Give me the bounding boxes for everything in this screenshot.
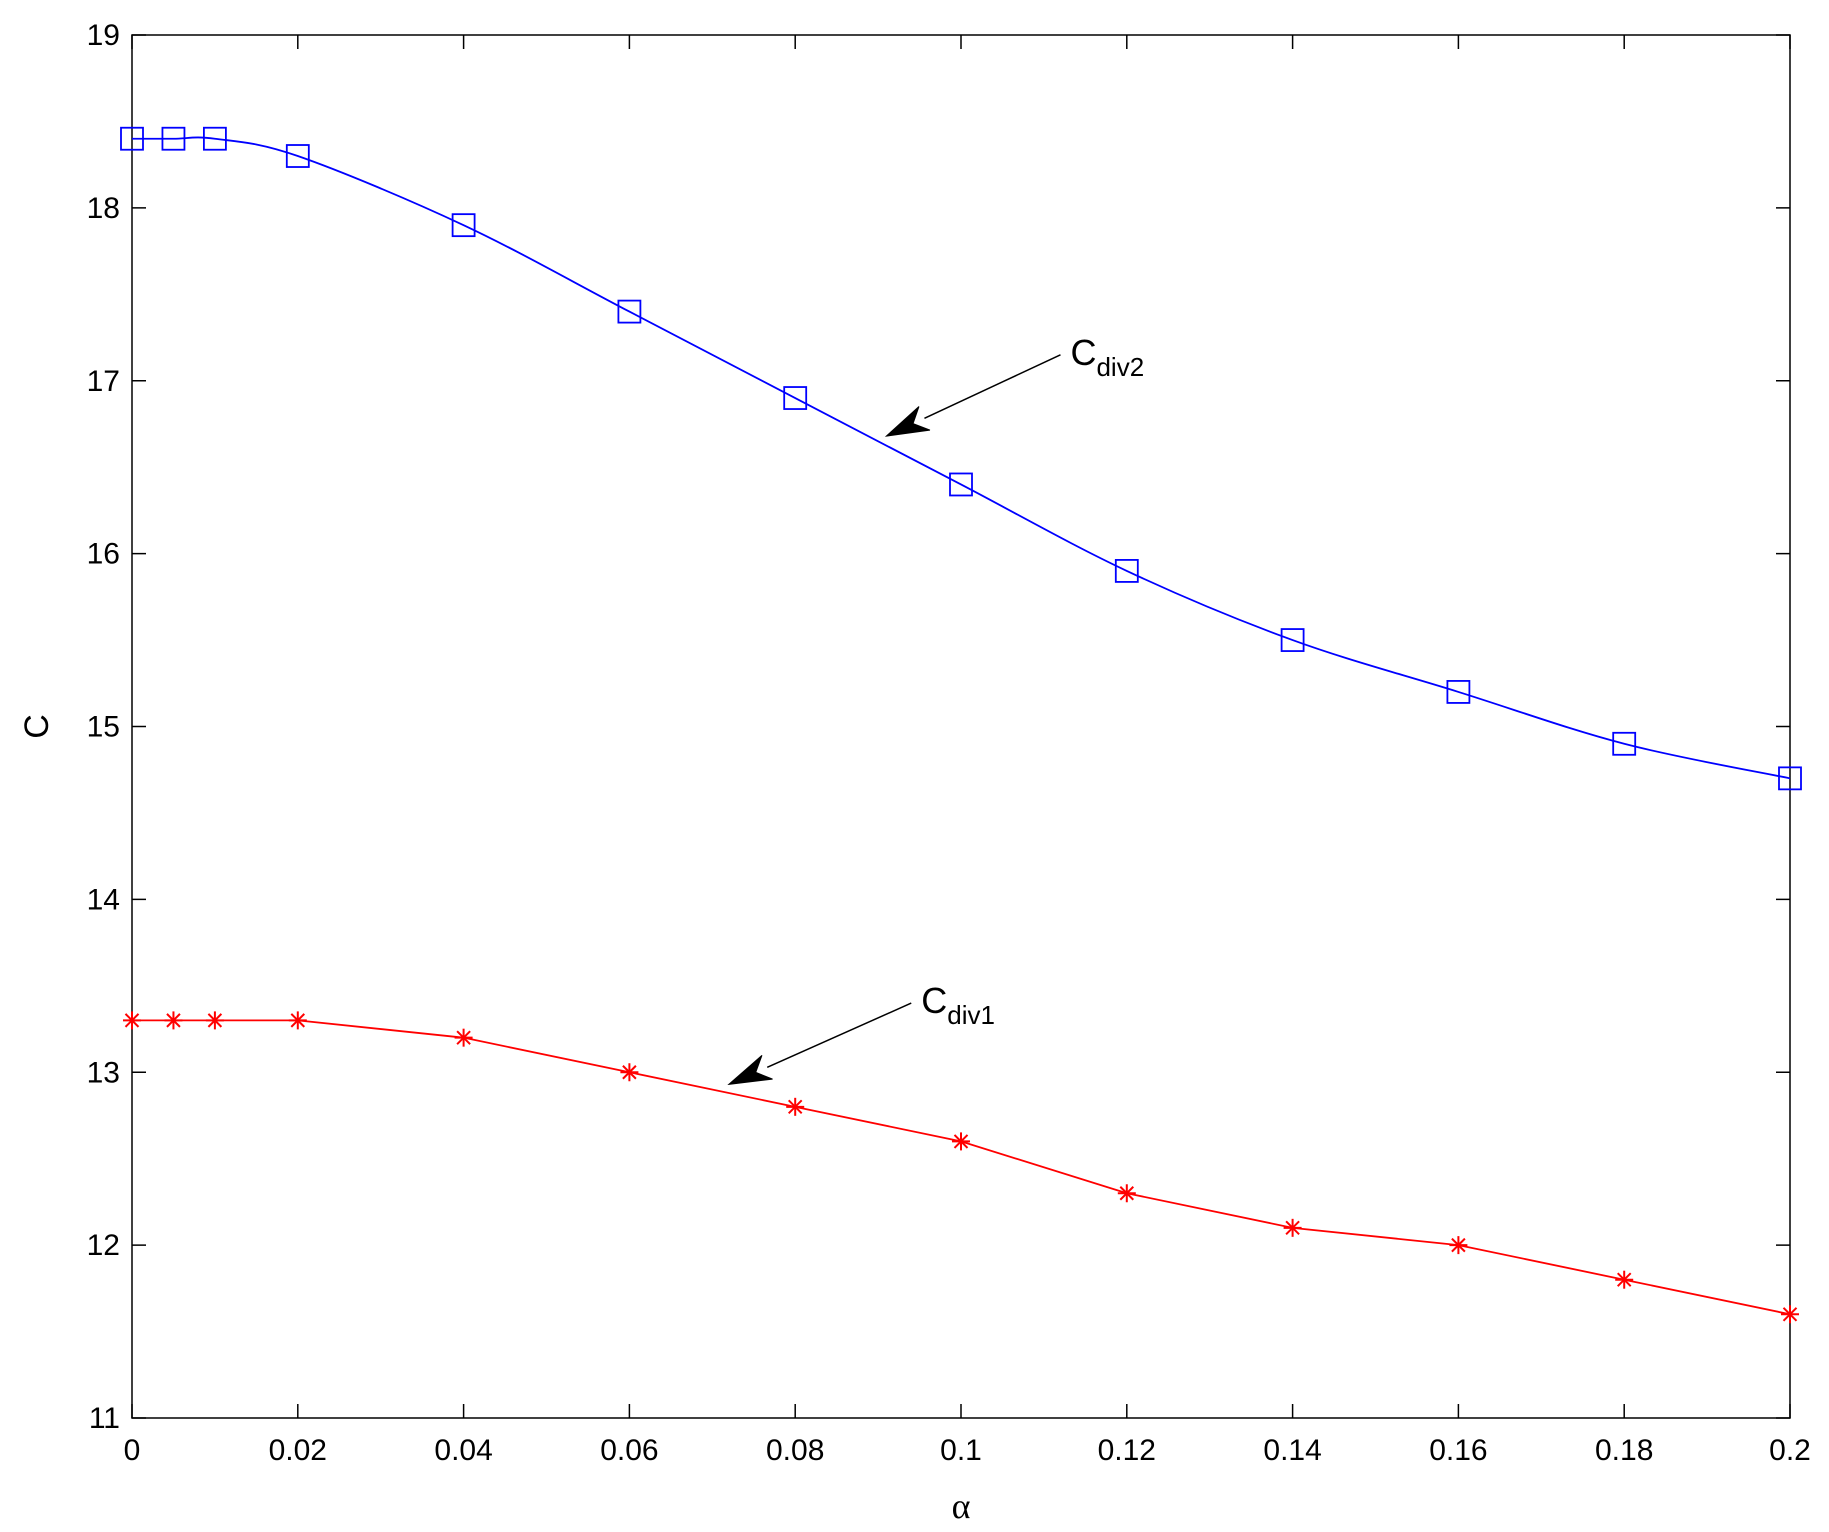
asterisk-marker [288,1011,307,1030]
y-tick-label: 16 [87,538,120,571]
asterisk-marker [620,1063,639,1082]
annotation-subscript: div2 [1096,352,1144,382]
annotation-label-2: Cdiv1 [921,980,995,1030]
x-tick-label: 0.14 [1263,1434,1321,1467]
series-line-1 [132,136,1791,780]
square-marker [949,472,973,497]
x-tick-label: 0 [124,1434,141,1467]
square-marker [1612,731,1637,756]
arrow-line-2 [766,1002,912,1068]
annotation-main: C [921,980,947,1021]
x-tick-label: 0.06 [600,1434,658,1467]
asterisk-marker [454,1028,473,1047]
y-tick-label: 17 [87,365,120,398]
x-tick-label: 0.18 [1595,1434,1653,1467]
y-axis-label: C [18,714,56,739]
asterisk-marker [786,1097,805,1116]
x-tick-label: 0.1 [940,1434,982,1467]
y-tick-label: 14 [87,883,120,916]
x-tick-label: 0.08 [766,1434,824,1467]
square-marker [617,299,642,324]
annotation-main: C [1070,332,1096,373]
y-tick-label: 13 [87,1056,120,1089]
square-marker [120,126,144,151]
y-tick-label: 19 [87,19,120,52]
square-marker [1280,628,1305,652]
asterisk-marker [1449,1236,1468,1255]
square-marker [1778,766,1802,791]
square-marker [1114,559,1139,583]
y-tick-label: 11 [89,1402,120,1435]
x-axis-label: α [952,1486,971,1526]
asterisk-marker [1117,1184,1136,1203]
x-tick-label: 0.12 [1098,1434,1156,1467]
asterisk-marker [1283,1218,1302,1237]
square-marker [285,144,310,168]
asterisk-marker [1781,1305,1799,1324]
arrow-line-1 [924,354,1061,419]
asterisk-marker [1615,1270,1634,1289]
y-tick-label: 15 [87,711,120,744]
square-marker [161,126,186,151]
asterisk-marker [952,1132,970,1151]
y-tick-label: 18 [87,192,120,225]
asterisk-marker [164,1011,183,1030]
arrow-head-2 [727,1055,773,1086]
square-marker [202,126,227,151]
asterisk-marker [123,1011,141,1030]
annotation-label-1: Cdiv2 [1070,332,1144,382]
square-marker [1446,680,1471,704]
x-tick-label: 0.04 [434,1434,492,1467]
y-tick-label: 12 [87,1229,120,1262]
square-marker [783,386,808,410]
asterisk-marker [205,1011,224,1030]
axis-ticks: 0 0.02 0.04 0.06 0.08 0.1 0.12 0.14 0.16 0.18 0.2 1… [87,19,1811,1467]
annotation-subscript: div1 [947,1000,995,1030]
series-markers [120,126,1802,1324]
square-marker [451,213,476,238]
arrow-head-1 [884,406,931,437]
x-tick-label: 0.02 [269,1434,327,1467]
x-tick-label: 0.2 [1769,1434,1811,1467]
x-tick-label: 0.16 [1429,1434,1487,1467]
